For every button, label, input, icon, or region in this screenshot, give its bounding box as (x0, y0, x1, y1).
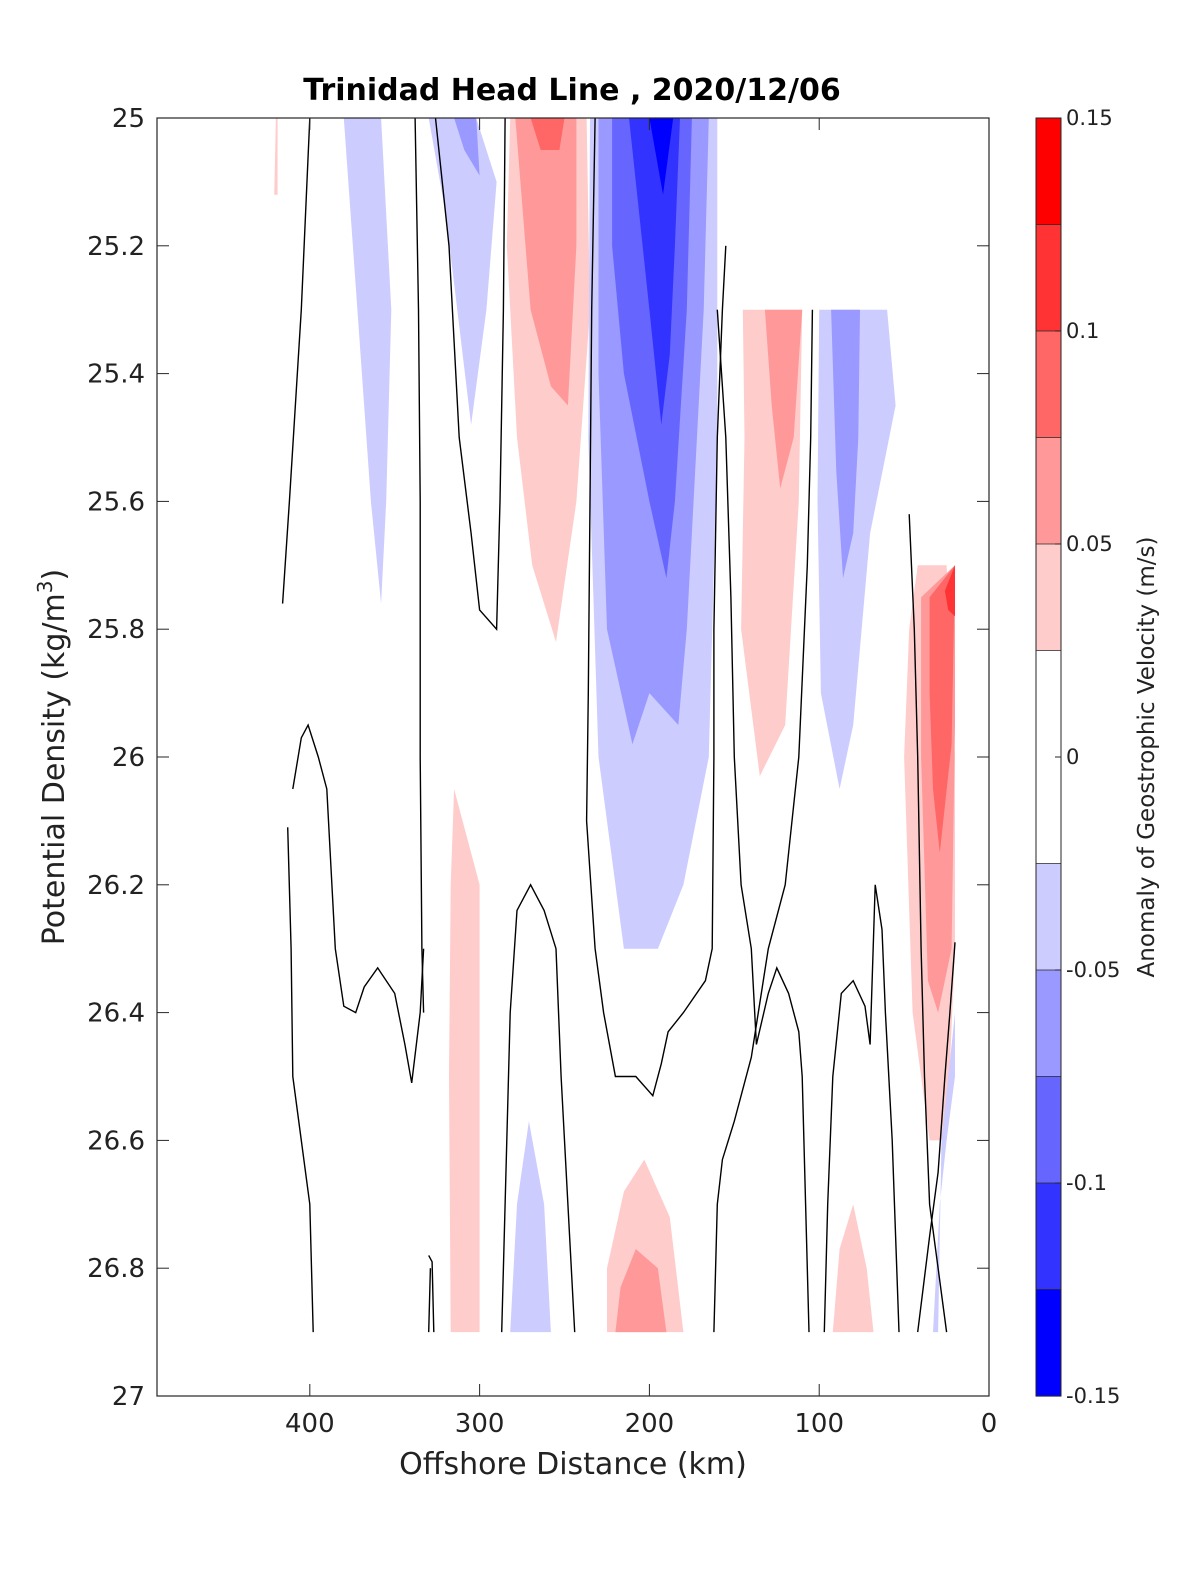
chart-title: Trinidad Head Line , 2020/12/06 (303, 73, 840, 108)
contour-line-c5 (434, 118, 506, 631)
colorbar-band (1036, 544, 1061, 652)
contour-line-c13 (908, 514, 948, 1333)
colorbar-band (1036, 1289, 1061, 1397)
contour-region-r6 (530, 118, 565, 150)
y-axis-label-main: Potential Density (kg/m (37, 593, 72, 945)
y-tick-label: 26.6 (87, 1126, 145, 1156)
x-tick-label: 300 (455, 1409, 505, 1439)
x-tick-label: 200 (625, 1409, 675, 1439)
y-tick-label: 26.4 (87, 999, 145, 1029)
colorbar-band (1036, 1076, 1061, 1184)
contour-line-c2 (292, 723, 425, 1084)
contour-region-r1 (343, 118, 392, 604)
colorbar-tick-label: 0.15 (1066, 106, 1113, 130)
contour-region-r24 (832, 1204, 874, 1333)
plot-frame (156, 117, 990, 1397)
contour-line-c6 (428, 1255, 435, 1333)
y-tick-label: 27 (112, 1382, 145, 1412)
contour-line-c7 (428, 1268, 432, 1333)
y-tick-label: 26 (112, 743, 145, 773)
colorbar-band (1036, 224, 1061, 332)
colorbar-band (1036, 118, 1061, 226)
colorbar-tick-label: 0.1 (1066, 319, 1099, 343)
contour-line-c10 (713, 309, 814, 1333)
contour-region-r10 (629, 118, 680, 425)
contour-line-c8 (501, 883, 576, 1333)
contour-line-c4 (414, 118, 425, 1013)
contour-region-r11 (649, 118, 674, 195)
x-tick-label: 100 (794, 1409, 844, 1439)
y-tick-label: 25 (112, 104, 145, 134)
colorbar-tick-label: -0.15 (1066, 1384, 1120, 1408)
contour-region-r17 (510, 1121, 551, 1333)
contour-line-c12 (823, 884, 900, 1333)
contour-region-r19 (615, 1249, 667, 1333)
y-tick-label: 26.2 (87, 871, 145, 901)
y-tick-label: 25.6 (87, 487, 145, 517)
contour-line-c3 (287, 827, 314, 1333)
x-tick-labels: 400 300 200 100 0 (285, 1409, 997, 1439)
colorbar-band (1036, 970, 1061, 1078)
contour-region-r5 (515, 118, 577, 406)
y-tick-label: 26.8 (87, 1254, 145, 1284)
y-tick-label: 25.8 (87, 615, 145, 645)
y-axis-label-close: ) (37, 569, 72, 581)
colorbar-tick-label: 0 (1066, 745, 1079, 769)
colorbar-tick-label: -0.05 (1066, 958, 1120, 982)
colorbar-band (1036, 863, 1061, 971)
x-axis-label: Offshore Distance (km) (399, 1447, 747, 1482)
x-tick-label: 0 (981, 1409, 998, 1439)
colorbar-title: Anomaly of Geostrophic Velocity (m/s) (1134, 537, 1160, 978)
y-tick-label: 25.4 (87, 360, 145, 390)
contour-region-r3 (454, 118, 480, 176)
colorbar-tick-label: 0.05 (1066, 532, 1113, 556)
colorbar-band (1036, 1183, 1061, 1291)
y-axis-label-superscript: 3 (33, 580, 57, 593)
contour-region-r22 (929, 565, 955, 853)
x-tick-label: 400 (285, 1409, 335, 1439)
colorbar-bands (1036, 118, 1061, 1397)
plot-area (156, 117, 990, 1397)
colorbar-band (1036, 437, 1061, 545)
colorbar-band (1036, 331, 1061, 439)
y-axis-label: Potential Density (kg/m3) (33, 569, 72, 945)
y-tick-labels: 25 25.2 25.4 25.6 25.8 26 26.2 26.4 26.6 26.8 27 (87, 104, 145, 1412)
contour-line-c9 (585, 118, 727, 1098)
contour-region-r16 (449, 789, 480, 1333)
contour-line-c1 (281, 118, 311, 604)
contour-region-r13 (764, 309, 803, 489)
contour-line-c14 (917, 942, 956, 1333)
colorbar-tick-labels: 0.15 0.1 0.05 0 -0.05 -0.1 -0.15 (1066, 106, 1120, 1408)
contour-region-r15 (831, 309, 860, 579)
colorbar: 0.15 0.1 0.05 0 -0.05 -0.1 -0.15 Anomaly of Ge… (1035, 106, 1160, 1408)
contour-line-c11 (716, 309, 810, 1333)
colorbar-tick-label: -0.1 (1066, 1171, 1107, 1195)
y-tick-label: 25.2 (87, 232, 145, 262)
contour-region-r23 (944, 565, 955, 617)
contour-region-r26 (274, 118, 278, 195)
contour-region-r25 (933, 1012, 955, 1333)
zero-contour-lines (281, 118, 956, 1333)
colorbar-frame (1035, 117, 1062, 1397)
contour-region-r2 (428, 118, 497, 425)
filled-contour-regions (274, 118, 955, 1333)
